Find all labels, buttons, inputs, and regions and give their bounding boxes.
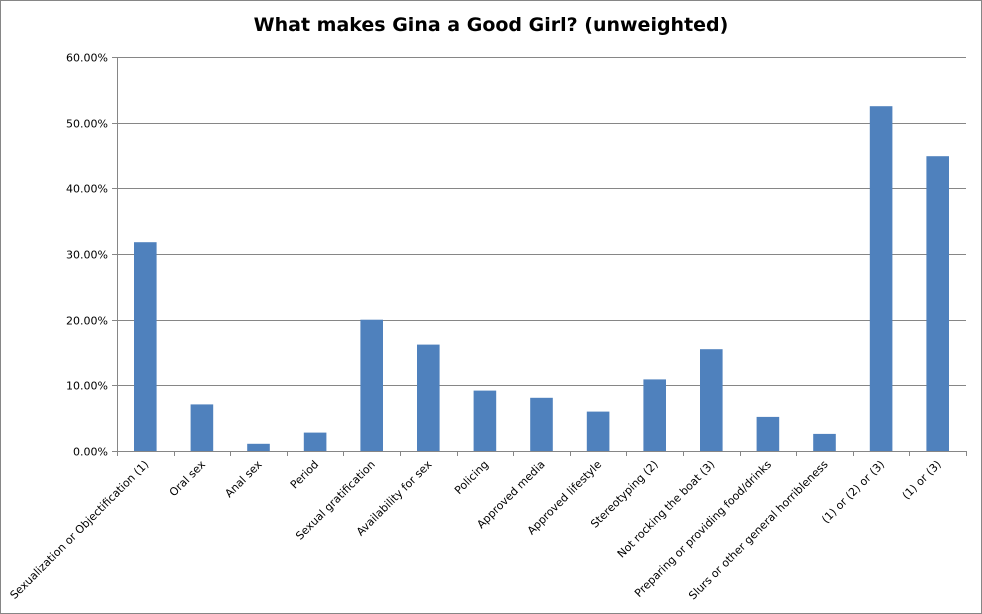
bar [813,433,836,451]
bar [926,156,949,451]
bar [869,106,893,451]
bar [530,397,553,451]
axes [117,57,967,456]
chart-title: What makes Gina a Good Girl? (unweighted… [253,14,729,36]
bar [360,319,383,451]
y-tick-label: 0.00% [73,446,108,459]
bar [190,404,214,451]
y-tick-label: 30.00% [66,249,108,262]
x-category-label: Not rocking the boat (3) [615,458,718,561]
y-tick-label: 20.00% [66,315,108,328]
x-category-label: Sexualization or Objectification (1) [8,458,152,602]
y-tick-label: 60.00% [66,52,108,65]
bar [586,411,610,451]
bar [417,344,440,451]
y-tick-label: 50.00% [66,118,108,131]
y-tick-label: 10.00% [66,380,108,393]
bar [303,432,327,451]
bar [473,390,497,451]
x-category-label: Oral sex [167,458,209,500]
x-axis-category-labels: Sexualization or Objectification (1) Oral… [8,458,944,603]
y-axis-tick-labels: 0.00% 10.00% 20.00% 30.00% 40.00% 50.00% 60.00… [66,52,108,459]
bar [247,443,270,451]
x-category-label: Period [288,458,321,491]
x-category-label: (1) or (3) [900,458,944,502]
x-category-label: Anal sex [222,458,264,500]
bar [756,416,780,451]
bar [134,242,157,451]
bar [643,379,666,451]
gridlines [112,57,966,452]
bar [700,349,723,451]
x-category-label: Policing [452,458,491,497]
bars [134,106,949,451]
y-tick-label: 40.00% [66,183,108,196]
